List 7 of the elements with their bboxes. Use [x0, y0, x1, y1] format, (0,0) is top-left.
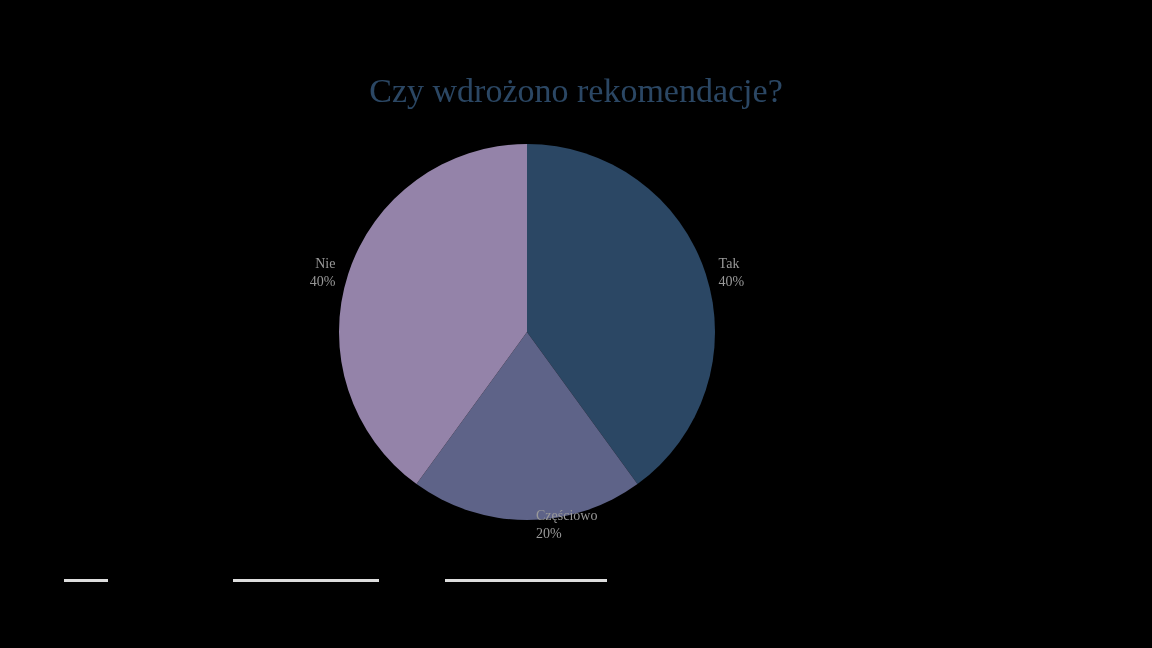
slice-label: Częściowo [536, 507, 598, 523]
chart-title: Czy wdrożono rekomendacje? [369, 71, 783, 109]
data-label: 20% [536, 525, 562, 541]
data-label: 40% [309, 274, 336, 290]
data-label: 40% [718, 274, 745, 290]
slice-label: Tak [718, 256, 740, 272]
slice-label: Nie [315, 256, 336, 272]
